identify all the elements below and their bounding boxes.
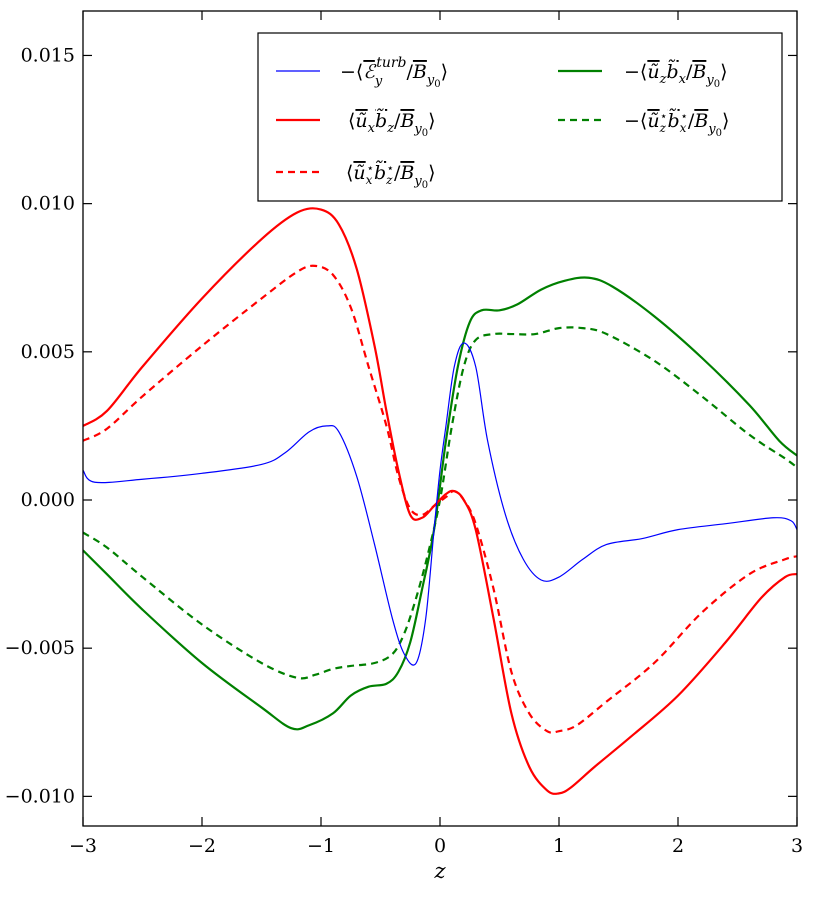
y-tick-label: −0.010 bbox=[5, 785, 75, 807]
series-line-emf-turb bbox=[83, 342, 797, 666]
y-tick-label: 0.010 bbox=[21, 193, 75, 215]
legend: −⟨ℰyturb/By0⟩ ⟨ũxb̃z/By0⟩ ⟨ũx⋆b̃z⋆/By0⟩ … bbox=[257, 32, 783, 202]
legend-label-uzbx-star: −⟨ũz⋆b̃x⋆/By0⟩ bbox=[624, 109, 729, 139]
series-line-uxbz bbox=[83, 207, 797, 795]
y-tick-label: −0.005 bbox=[5, 637, 75, 659]
x-tick-label: −2 bbox=[188, 835, 216, 857]
x-tick-label: 2 bbox=[672, 835, 684, 857]
y-tick-label: 0.015 bbox=[21, 44, 75, 66]
y-tick-label: 0.005 bbox=[21, 341, 75, 363]
x-tick-label: 1 bbox=[553, 835, 565, 857]
y-tick-label: 0.000 bbox=[21, 489, 75, 511]
series-line-uzbx bbox=[83, 276, 797, 731]
legend-label-uxbz: ⟨ũxb̃z/By0⟩ bbox=[348, 109, 436, 139]
series-line-uxbz-star bbox=[83, 264, 797, 734]
x-tick-label: −3 bbox=[69, 835, 97, 857]
legend-box bbox=[257, 32, 783, 202]
x-axis-label: z bbox=[433, 859, 446, 883]
legend-label-uxbz-star: ⟨ũx⋆b̃z⋆/By0⟩ bbox=[346, 161, 436, 191]
legend-label-uzbx: −⟨ũzb̃x/By0⟩ bbox=[624, 60, 728, 90]
ticks-layer: −3 −2 −1 0 1 2 3 −0.010 −0.005 0.000 0.005 0.010 0.0… bbox=[5, 11, 803, 857]
series-layer bbox=[83, 207, 797, 795]
x-tick-label: 3 bbox=[791, 835, 803, 857]
x-tick-label: 0 bbox=[434, 835, 446, 857]
plot-frame bbox=[82, 10, 798, 827]
legend-label-emf: −⟨ℰyturb/By0⟩ bbox=[340, 55, 448, 90]
x-tick-label: −1 bbox=[307, 835, 335, 857]
